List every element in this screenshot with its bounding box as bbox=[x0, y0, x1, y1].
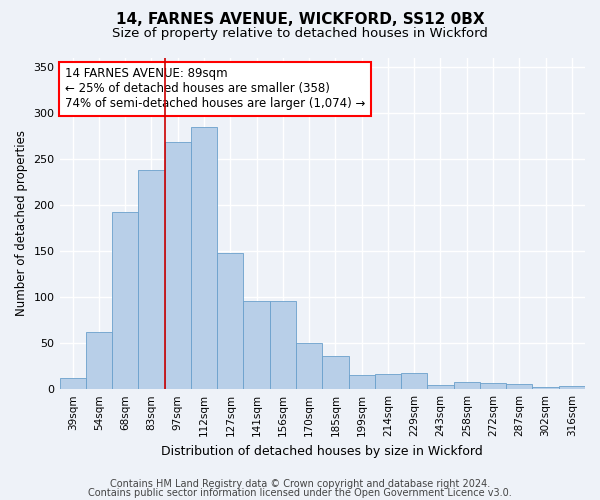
Bar bbox=[427, 384, 454, 389]
Bar bbox=[244, 300, 270, 389]
Text: 14 FARNES AVENUE: 89sqm
← 25% of detached houses are smaller (358)
74% of semi-d: 14 FARNES AVENUE: 89sqm ← 25% of detache… bbox=[65, 68, 365, 110]
Bar bbox=[164, 142, 191, 389]
Bar bbox=[270, 300, 296, 389]
Bar bbox=[139, 170, 164, 389]
Bar bbox=[401, 372, 427, 389]
Bar bbox=[480, 382, 506, 389]
Bar bbox=[322, 356, 349, 389]
Bar bbox=[532, 388, 559, 389]
Bar bbox=[296, 343, 322, 389]
Bar bbox=[454, 382, 480, 389]
Text: Size of property relative to detached houses in Wickford: Size of property relative to detached ho… bbox=[112, 28, 488, 40]
Bar bbox=[217, 253, 244, 389]
Bar bbox=[559, 386, 585, 389]
X-axis label: Distribution of detached houses by size in Wickford: Distribution of detached houses by size … bbox=[161, 444, 483, 458]
Text: 14, FARNES AVENUE, WICKFORD, SS12 0BX: 14, FARNES AVENUE, WICKFORD, SS12 0BX bbox=[116, 12, 484, 28]
Bar bbox=[506, 384, 532, 389]
Bar bbox=[375, 374, 401, 389]
Text: Contains public sector information licensed under the Open Government Licence v3: Contains public sector information licen… bbox=[88, 488, 512, 498]
Bar bbox=[59, 378, 86, 389]
Bar bbox=[86, 332, 112, 389]
Bar bbox=[191, 126, 217, 389]
Bar bbox=[349, 376, 375, 389]
Text: Contains HM Land Registry data © Crown copyright and database right 2024.: Contains HM Land Registry data © Crown c… bbox=[110, 479, 490, 489]
Bar bbox=[112, 212, 139, 389]
Y-axis label: Number of detached properties: Number of detached properties bbox=[15, 130, 28, 316]
